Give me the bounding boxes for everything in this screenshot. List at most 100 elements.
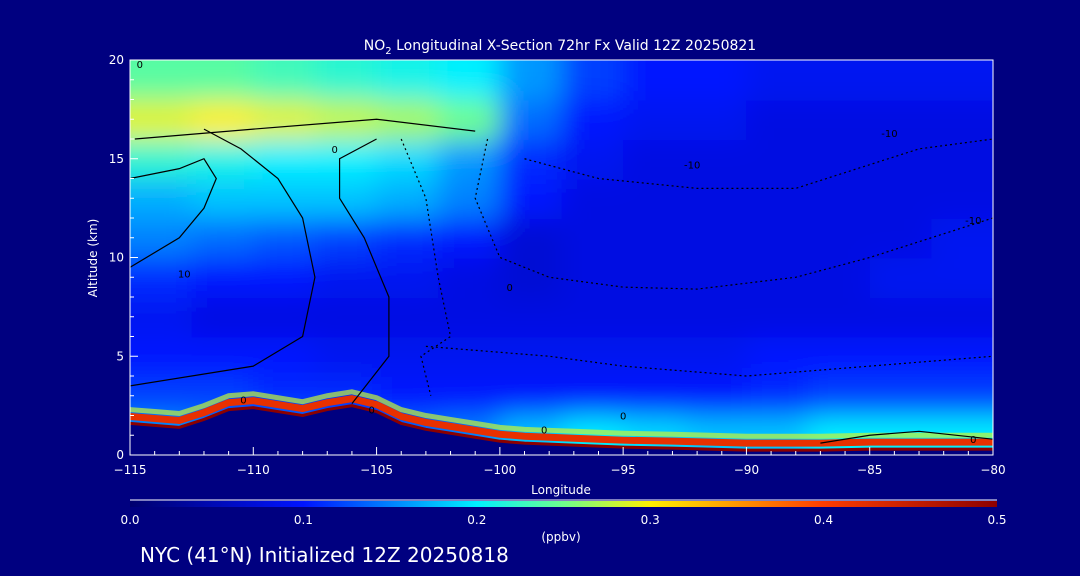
colorbar-ticks: 0.0 0.1 0.2 0.3 0.4 0.5 <box>120 513 1006 527</box>
heatmap-cell <box>684 218 748 259</box>
heatmap-cell <box>623 257 686 298</box>
heatmap-cell <box>314 257 378 298</box>
heatmap-cell <box>376 178 440 219</box>
heatmap-cell <box>499 60 563 101</box>
heatmap-cell <box>191 139 255 180</box>
heatmap-cell <box>684 297 748 338</box>
heatmap-cell <box>438 178 501 219</box>
y-tick-label: 15 <box>109 152 124 166</box>
heatmap-cell <box>253 297 316 338</box>
heatmap-cell <box>499 218 563 259</box>
heatmap-cell <box>746 218 810 259</box>
heatmap-cell <box>438 257 501 298</box>
heatmap-cell <box>438 297 501 338</box>
colorbar-tick-label: 0.5 <box>987 513 1006 527</box>
heatmap-cell <box>746 297 810 338</box>
heatmap-cell <box>623 218 686 259</box>
heatmap-cell <box>623 178 686 219</box>
colorbar-label: (ppbv) <box>541 530 580 544</box>
contour-line-neg10 <box>474 138 993 290</box>
contour-label: 0 <box>620 412 626 423</box>
y-tick-label: 5 <box>116 349 124 363</box>
heatmap-cell <box>684 178 748 219</box>
x-tick-label: −85 <box>857 463 882 477</box>
heatmap-cell <box>869 336 933 377</box>
heatmap-cell <box>376 99 440 140</box>
heatmap-cell <box>376 60 440 101</box>
heatmap-cell <box>438 218 501 259</box>
heatmap-cell <box>931 297 993 338</box>
heatmap-cell <box>191 178 255 219</box>
heatmap-cell <box>438 376 501 417</box>
heatmap-cell <box>931 99 993 140</box>
heatmap-cell <box>623 297 686 338</box>
heatmap-cell <box>561 178 625 219</box>
heatmap-cell <box>808 297 871 338</box>
contour-lines: 10 0 0 0 0 0 0 0 0 -10 -10 -10 <box>130 60 993 446</box>
heatmap-cell <box>561 99 625 140</box>
heatmap-cell <box>376 336 440 377</box>
contour-label: 0 <box>507 283 513 294</box>
heatmap-cell <box>314 60 378 101</box>
contour-line-0 <box>338 138 390 405</box>
heatmap-cell <box>376 257 440 298</box>
heatmap-cell <box>253 257 316 298</box>
terrain-edge <box>130 404 993 452</box>
colorbar <box>130 501 997 507</box>
heatmap-cell <box>746 99 810 140</box>
heatmap-cell <box>869 178 933 219</box>
heatmap-cell <box>499 297 563 338</box>
heatmap-cell <box>376 139 440 180</box>
heatmap-cell <box>931 336 993 377</box>
heatmap-cell <box>808 60 871 101</box>
heatmap-cell <box>499 336 563 377</box>
heatmap-cell <box>191 60 255 101</box>
heatmap-cell <box>561 60 625 101</box>
heatmap-cell <box>253 336 316 377</box>
heatmap-cell <box>808 218 871 259</box>
heatmap-cell <box>130 218 193 259</box>
x-tick-label: −105 <box>360 463 393 477</box>
surface-layer-red <box>130 395 993 447</box>
heatmap-cell <box>561 336 625 377</box>
heatmap-cell <box>684 99 748 140</box>
heatmap-cell <box>869 99 933 140</box>
heatmap-cell <box>499 139 563 180</box>
heatmap-cell <box>438 139 501 180</box>
colorbar-tick-label: 0.0 <box>120 513 139 527</box>
heatmap-cell <box>191 257 255 298</box>
heatmap-cell <box>808 336 871 377</box>
heatmap-cell <box>130 178 193 219</box>
heatmap-cell <box>684 376 748 417</box>
contour-line-neg10 <box>524 138 993 189</box>
heatmap-cell <box>808 376 871 417</box>
contour-label: 0 <box>368 406 374 417</box>
heatmap-cell <box>130 257 193 298</box>
heatmap-cell <box>746 139 810 180</box>
x-tick-label: −100 <box>483 463 516 477</box>
heatmap-cell <box>191 336 255 377</box>
x-tick-label: −110 <box>237 463 270 477</box>
heatmap-cell <box>746 60 810 101</box>
heatmap-cell <box>746 178 810 219</box>
contour-line-neg10 <box>425 345 993 377</box>
heatmap-cell <box>314 297 378 338</box>
contour-label: 0 <box>331 145 337 156</box>
heatmap-cell <box>869 297 933 338</box>
heatmap-cell <box>623 139 686 180</box>
heatmap-cell <box>561 139 625 180</box>
y-tick-label: 20 <box>109 53 124 67</box>
contour-label: 0 <box>240 396 246 407</box>
heatmap-cell <box>314 178 378 219</box>
heatmap-cell <box>561 218 625 259</box>
contour-line-0 <box>820 430 993 444</box>
heatmap-cell <box>623 376 686 417</box>
heatmap-cell <box>438 99 501 140</box>
footer-text: NYC (41°N) Initialized 12Z 20250818 <box>140 543 509 567</box>
y-tick-label: 0 <box>116 448 124 462</box>
heatmap-cell <box>746 257 810 298</box>
heatmap-cell <box>808 257 871 298</box>
heatmap-cell <box>869 139 933 180</box>
heatmap-cell <box>253 60 316 101</box>
